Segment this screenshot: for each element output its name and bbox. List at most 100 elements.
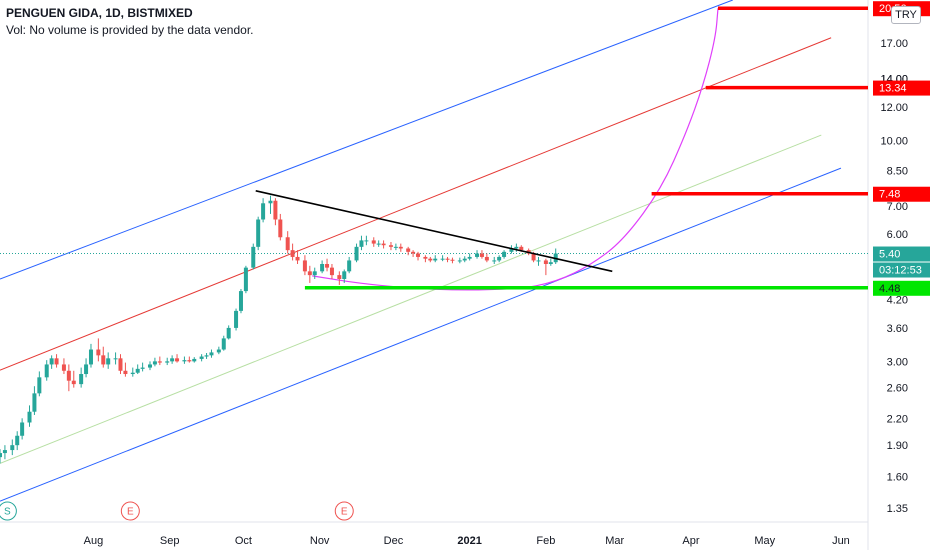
price-axis: 1.351.601.902.202.603.003.604.205.006.00… [873,1,930,515]
candle [433,255,438,263]
candle [251,243,256,270]
candle-body [514,246,519,249]
candle [337,271,342,285]
candle [359,235,364,251]
candle-body [268,200,273,204]
split-event-marker[interactable]: S [0,501,17,521]
candle [440,255,445,262]
candle [152,357,157,367]
x-tick-label: Feb [536,535,555,547]
candle [49,355,54,369]
candle [170,355,175,364]
candle-body [135,368,140,373]
candle [376,240,381,247]
candle-body [243,267,248,292]
candle [66,364,71,392]
y-tick-label: 8.50 [887,165,908,177]
candle-body [475,253,480,257]
candle [61,358,66,375]
x-tick-label: Mar [605,535,624,547]
candle [123,362,128,377]
chart-title: PENGUEN GIDA, 1D, BISTMIXED [6,6,193,20]
currency-button[interactable]: TRY [891,6,921,24]
candle-body [157,361,162,363]
candle [479,250,484,259]
candle-body [187,360,192,362]
x-tick-label: May [754,535,775,547]
candle [428,256,433,263]
candle [157,356,162,366]
x-tick-label: Nov [310,535,330,547]
candle [320,260,325,274]
candle-body [147,364,152,368]
candle-body [49,358,54,365]
candle-body [416,253,421,257]
candle [135,364,140,375]
candle-body [479,253,484,257]
candle-body [548,262,553,265]
candle-body [290,250,295,257]
time-axis: Aug Sep Oct Nov Dec 2021 Feb Mar Apr May Jun [84,535,850,547]
candle-body [238,291,243,311]
candle-body [398,246,403,249]
candle [187,356,192,363]
candle-body [285,237,290,251]
volume-note: Vol: No volume is provided by the data v… [6,23,254,37]
candle [416,251,421,261]
candle-body [509,248,514,252]
candle [79,367,84,388]
candle-body [536,260,541,262]
candle-body [450,259,455,261]
candle [371,237,376,247]
candle [96,338,101,362]
y-tick-label: 4.20 [887,295,908,307]
y-tick-label: 12.00 [880,102,908,114]
candle-body [467,256,472,259]
candle-body [543,260,548,265]
candle [475,250,480,259]
candle [37,371,42,397]
candle-body [502,251,507,257]
candle-body [54,358,59,365]
candle [393,243,398,251]
candle [406,246,411,256]
candle-body [199,356,204,359]
last-price-tag-bg [873,246,930,262]
candle [15,431,20,451]
candle [0,449,2,464]
candle [256,216,261,251]
y-tick-label: 3.60 [887,323,908,335]
candle-body [88,349,93,365]
y-tick-label: 3.00 [887,356,908,368]
candle-body [0,453,2,458]
candle [536,256,541,266]
candle-body [251,246,256,268]
candle [364,235,369,246]
candle [502,250,507,259]
candle-body [15,435,20,446]
earnings-event-marker[interactable]: E [334,501,354,521]
target-1-tag-text: 13.34 [879,83,907,95]
earnings-event-marker[interactable]: E [120,501,140,521]
candle-body [123,370,128,375]
candle-body [2,450,7,454]
y-tick-label: 6.00 [887,229,908,241]
last-price-tag-text: 5.40 [879,249,900,261]
candle-body [428,258,433,261]
candle-body [226,327,231,339]
candle-body [152,361,157,365]
target-2-tag: 7.48 [873,186,930,202]
candle [325,258,330,272]
channel-inner-line [0,134,822,464]
x-tick-label: Oct [235,535,252,547]
candle [71,370,76,388]
candle [27,405,32,427]
candle-body [484,256,489,261]
candle [411,250,416,257]
candle-body [118,358,123,371]
candle [467,253,472,261]
x-tick-label: Dec [384,535,404,547]
candle-body [44,364,49,378]
candle [285,231,290,254]
